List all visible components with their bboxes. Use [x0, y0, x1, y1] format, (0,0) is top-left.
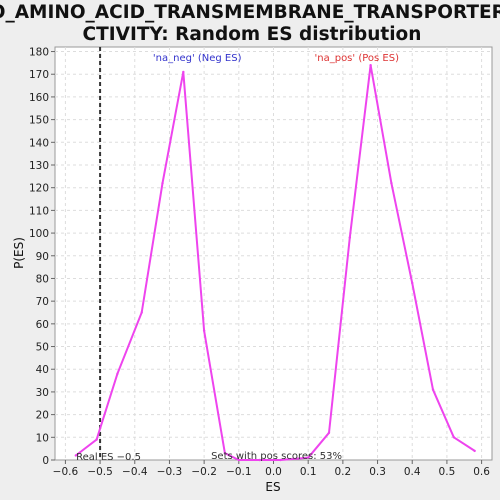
y-tick-label: 80: [36, 273, 49, 285]
chart-title-line-1: GO_AMINO_ACID_TRANSMEMBRANE_TRANSPORTER_…: [0, 2, 500, 23]
data-point: [223, 451, 227, 455]
data-point: [348, 236, 352, 239]
data-point: [74, 454, 78, 457]
real-es-label: Real ES −0.5: [76, 452, 141, 463]
grid: [55, 47, 492, 460]
data-point: [279, 458, 282, 462]
data-point: [202, 329, 206, 332]
data-point: [473, 449, 476, 453]
y-tick-label: 150: [29, 115, 49, 127]
x-tick-label: 0.1: [300, 466, 317, 478]
y-axis-label: P(ES): [12, 237, 26, 269]
y-tick-label: 20: [36, 410, 49, 422]
y-tick-label: 0: [42, 455, 49, 467]
y-tick-label: 100: [29, 228, 49, 240]
x-tick-label: −0.1: [226, 466, 252, 478]
data-point: [140, 311, 143, 314]
neg-es-annotation: 'na_neg' (Neg ES): [153, 53, 242, 64]
chart-title-line-2: CTIVITY: Random ES distribution: [83, 24, 422, 45]
y-tick-label: 60: [36, 319, 49, 331]
y-tick-label: 180: [29, 47, 49, 59]
x-axis-label: ES: [265, 480, 280, 494]
y-tick-label: 130: [29, 160, 49, 172]
data-point: [161, 181, 164, 185]
series-layer: [74, 63, 476, 462]
data-point: [306, 456, 310, 459]
x-tick-label: −0.2: [191, 466, 217, 478]
y-tick-label: 40: [36, 364, 49, 376]
x-tick-label: 0.6: [473, 466, 490, 478]
data-point: [390, 181, 393, 185]
y-tick-label: 10: [36, 432, 49, 444]
x-tick-label: 0.2: [335, 466, 352, 478]
data-point: [116, 372, 119, 375]
data-point: [327, 431, 331, 434]
y-tick-label: 110: [29, 205, 49, 217]
y-tick-label: 120: [29, 183, 49, 195]
y-tick-label: 70: [36, 296, 49, 308]
x-tick-label: 0.4: [404, 466, 421, 478]
x-tick-label: 0.3: [369, 466, 386, 478]
data-point: [237, 458, 241, 462]
x-tick-label: −0.6: [53, 466, 79, 478]
data-point: [431, 388, 435, 391]
x-tick-label: 0.5: [439, 466, 456, 478]
x-tick-label: 0.0: [265, 466, 282, 478]
data-point: [452, 436, 456, 439]
pos-es-annotation: 'na_pos' (Pos ES): [315, 53, 400, 64]
pos-scores-annotation: Sets with pos scores: 53%: [211, 451, 342, 462]
axes: 0 10 20 30 40 50 60 70 80 90 100 110 120 130 140 150 160…: [29, 47, 490, 478]
data-point: [369, 63, 372, 67]
y-tick-label: 140: [29, 137, 49, 149]
series-line: [75, 64, 476, 461]
x-tick-label: −0.3: [157, 466, 183, 478]
data-point: [95, 438, 98, 441]
data-point: [411, 281, 414, 285]
x-tick-label: −0.5: [87, 466, 113, 478]
y-tick-label: 90: [36, 251, 49, 263]
y-tick-label: 160: [29, 92, 49, 104]
y-tick-label: 50: [36, 342, 49, 354]
y-tick-label: 170: [29, 69, 49, 81]
data-point: [258, 458, 261, 462]
data-point: [182, 70, 185, 74]
y-tick-label: 30: [36, 387, 49, 399]
x-tick-label: −0.4: [122, 466, 148, 478]
